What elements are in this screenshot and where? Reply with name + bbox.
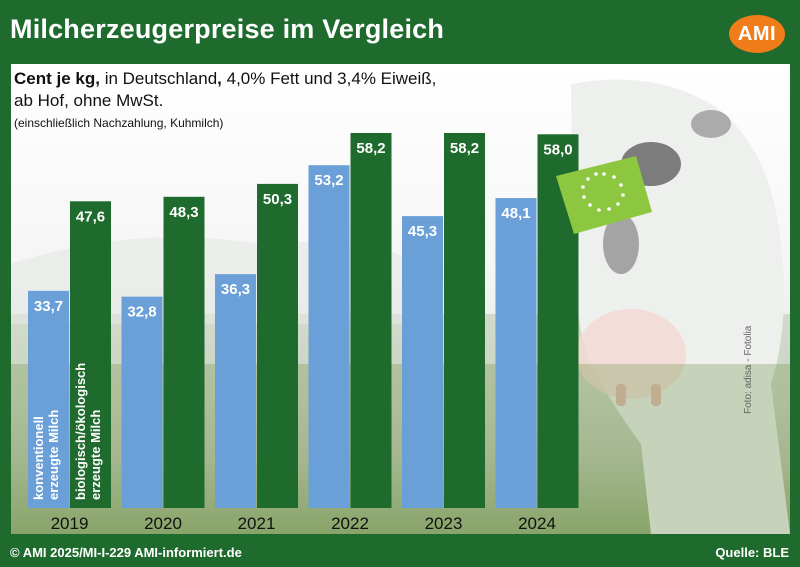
legend-organic: biologisch/ökologisch (73, 363, 88, 500)
bar-organic (163, 196, 205, 508)
x-tick-label: 2024 (518, 514, 556, 533)
ami-logo: AMI (729, 15, 785, 53)
value-label-conventional: 53,2 (314, 172, 343, 189)
x-tick-label: 2021 (238, 514, 276, 533)
value-label-conventional: 32,8 (127, 304, 156, 321)
value-label-conventional: 45,3 (408, 223, 437, 240)
bar-conventional (121, 296, 163, 508)
value-label-organic: 58,0 (543, 141, 572, 158)
subtitle-unit: Cent je kg, (14, 69, 100, 88)
value-label-organic: 47,6 (76, 208, 105, 225)
legend-conventional: erzeugte Milch (46, 410, 61, 500)
chart-subtitle: Cent je kg, in Deutschland, 4,0% Fett un… (14, 68, 436, 112)
page-title: Milcherzeugerpreise im Vergleich (10, 14, 445, 44)
value-label-conventional: 48,1 (501, 205, 530, 222)
bar-organic (350, 133, 392, 508)
bar-organic (444, 133, 485, 508)
copyright-footer: © AMI 2025/MI-I-229 AMI-informiert.de (10, 545, 242, 560)
value-label-conventional: 36,3 (221, 281, 250, 298)
chart-panel: Cent je kg, in Deutschland, 4,0% Fett un… (11, 64, 790, 534)
x-tick-label: 2022 (331, 514, 369, 533)
eu-organic-leaf-icon (556, 156, 652, 234)
subtitle-region: in Deutschland (99, 69, 218, 88)
subtitle-line2: ab Hof, ohne MwSt. (14, 91, 164, 110)
bar-conventional (215, 274, 256, 508)
x-tick-label: 2020 (144, 514, 182, 533)
value-label-organic: 48,3 (169, 204, 198, 221)
chart-note: (einschließlich Nachzahlung, Kuhmilch) (14, 116, 224, 130)
bar-organic (70, 201, 111, 509)
bar-conventional (495, 198, 537, 508)
x-tick-label: 2019 (51, 514, 89, 533)
subtitle-spec: 4,0% Fett und 3,4% Eiweiß, (221, 69, 437, 88)
bar-organic (257, 183, 298, 508)
value-label-organic: 50,3 (263, 191, 292, 208)
value-label-conventional: 33,7 (34, 298, 63, 315)
legend-conventional: konventionell (31, 416, 46, 500)
source-footer: Quelle: BLE (715, 545, 789, 560)
value-label-organic: 58,2 (356, 140, 385, 157)
photo-credit: Foto: adisa - Fotolia (743, 325, 754, 414)
bar-chart: 33,7 47,6 2019 32,8 48,3 2020 36,3 50,3 2021 53,2… (28, 133, 652, 533)
x-tick-label: 2023 (425, 514, 463, 533)
subtitle-comma: , (217, 69, 222, 88)
bar-conventional (308, 165, 350, 508)
bar-conventional (28, 290, 69, 508)
bar-conventional (402, 216, 443, 508)
value-label-organic: 58,2 (450, 140, 479, 157)
legend-organic: erzeugte Milch (88, 410, 103, 500)
